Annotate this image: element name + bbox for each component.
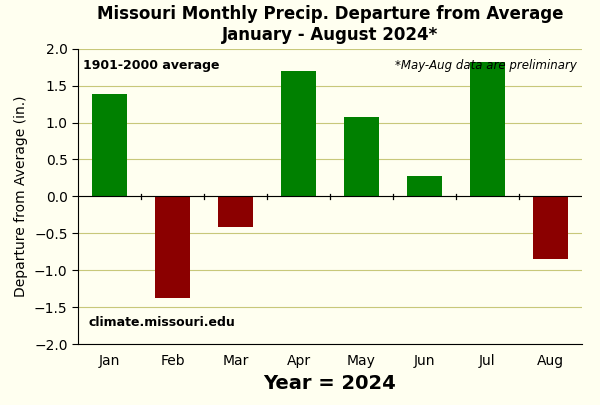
X-axis label: Year = 2024: Year = 2024 xyxy=(263,373,397,392)
Text: *May-Aug data are preliminary: *May-Aug data are preliminary xyxy=(395,59,577,72)
Bar xyxy=(281,71,316,196)
Title: Missouri Monthly Precip. Departure from Average
January - August 2024*: Missouri Monthly Precip. Departure from … xyxy=(97,5,563,44)
Bar xyxy=(344,117,379,196)
Bar xyxy=(470,62,505,196)
Y-axis label: Departure from Average (in.): Departure from Average (in.) xyxy=(14,96,28,297)
Bar xyxy=(407,177,442,196)
Bar xyxy=(533,196,568,259)
Bar xyxy=(218,196,253,228)
Bar xyxy=(92,94,127,196)
Text: 1901-2000 average: 1901-2000 average xyxy=(83,59,220,72)
Text: climate.missouri.edu: climate.missouri.edu xyxy=(88,316,235,330)
Bar xyxy=(155,196,190,298)
